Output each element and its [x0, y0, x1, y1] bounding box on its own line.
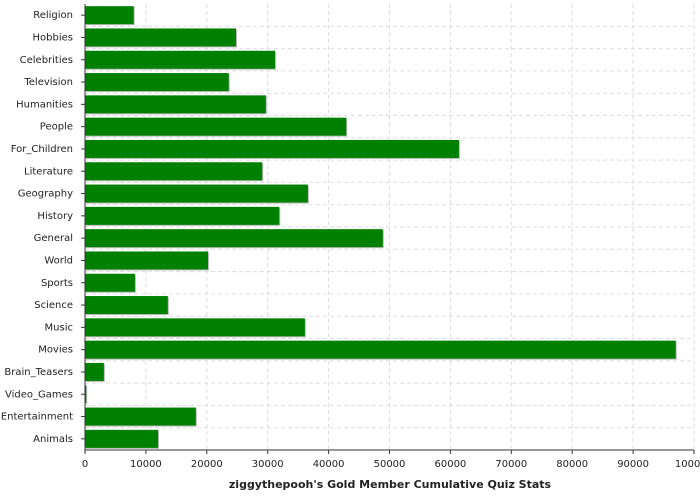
y-tick-label: Brain_Teasers — [4, 367, 73, 378]
bar — [85, 340, 676, 359]
bar — [85, 50, 276, 69]
x-tick-label: 90000 — [617, 459, 649, 470]
bar — [85, 184, 308, 203]
y-tick-label: Humanities — [16, 99, 73, 110]
bar — [85, 162, 263, 181]
bar — [85, 6, 134, 25]
y-tick-label: For_Children — [11, 144, 73, 155]
bar — [85, 429, 159, 448]
bar — [85, 28, 237, 47]
bar — [85, 229, 383, 248]
y-tick-label: Entertainment — [1, 412, 73, 423]
x-axis-title: ziggythepooh's Gold Member Cumulative Qu… — [229, 478, 552, 491]
x-tick-label: 30000 — [252, 459, 284, 470]
x-tick-label: 10000 — [130, 459, 162, 470]
y-tick-label: Science — [34, 300, 73, 311]
y-tick-label: Video_Games — [5, 389, 73, 400]
bar — [85, 139, 459, 158]
x-tick-label: 80000 — [556, 459, 588, 470]
bar — [85, 296, 168, 315]
y-tick-label: Television — [23, 77, 73, 88]
bar — [85, 407, 196, 426]
y-tick-label: Celebrities — [20, 55, 73, 66]
bar — [85, 73, 229, 92]
y-tick-label: Music — [45, 322, 73, 333]
bar — [85, 273, 135, 292]
y-tick-label: Animals — [33, 434, 73, 445]
bar — [85, 251, 209, 270]
x-tick-label: 40000 — [313, 459, 345, 470]
x-tick-label: 0 — [82, 459, 88, 470]
bar — [85, 95, 266, 114]
bar — [85, 206, 280, 225]
x-tick-label: 70000 — [495, 459, 527, 470]
bar — [85, 318, 305, 337]
x-tick-label: 50000 — [374, 459, 406, 470]
y-tick-label: General — [34, 233, 73, 244]
x-tick-label: 60000 — [434, 459, 466, 470]
bar-shadow — [86, 386, 88, 405]
y-tick-label: Literature — [24, 166, 73, 177]
y-tick-label: Religion — [33, 10, 73, 21]
y-tick-label: Movies — [38, 345, 73, 356]
y-tick-label: History — [37, 211, 73, 222]
y-tick-label: People — [40, 122, 73, 133]
x-tick-label: 100000 — [675, 459, 700, 470]
x-tick-label: 20000 — [191, 459, 223, 470]
y-tick-label: Hobbies — [33, 32, 73, 43]
y-tick-label: Sports — [41, 278, 73, 289]
y-tick-label: Geography — [18, 189, 73, 200]
y-tick-label: World — [44, 255, 73, 266]
bar — [85, 385, 87, 404]
bar — [85, 362, 104, 381]
bar — [85, 117, 347, 136]
